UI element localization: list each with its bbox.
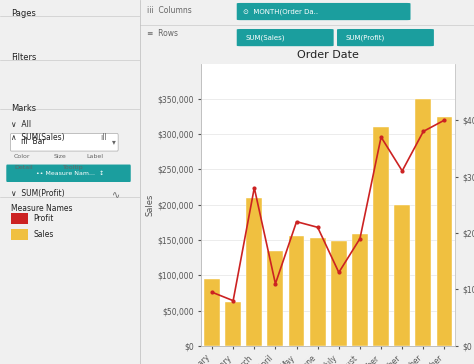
Text: Profit: Profit — [34, 214, 54, 223]
Text: ∨  All: ∨ All — [11, 120, 31, 129]
FancyBboxPatch shape — [6, 165, 131, 182]
Text: Size: Size — [53, 154, 66, 159]
Bar — [394, 205, 410, 346]
Text: iii  Columns: iii Columns — [146, 6, 191, 15]
Text: Detail: Detail — [14, 165, 33, 170]
Text: ∨  SUM(Profit): ∨ SUM(Profit) — [11, 189, 65, 198]
Text: Sales: Sales — [34, 230, 54, 239]
Bar — [204, 279, 220, 346]
FancyBboxPatch shape — [337, 29, 434, 46]
Text: Measure Names: Measure Names — [11, 204, 73, 213]
Text: ıll  Bar: ıll Bar — [21, 138, 46, 146]
Text: Color: Color — [14, 154, 30, 159]
Bar — [246, 198, 262, 346]
Bar — [289, 237, 304, 346]
Y-axis label: Sales: Sales — [146, 194, 155, 216]
Text: ▾: ▾ — [112, 138, 116, 146]
FancyBboxPatch shape — [10, 134, 118, 151]
Text: Marks: Marks — [11, 104, 36, 113]
Text: SUM(Sales): SUM(Sales) — [245, 34, 284, 41]
Text: ⊙  MONTH(Order Da..: ⊙ MONTH(Order Da.. — [244, 8, 319, 15]
Bar — [11, 213, 28, 224]
Text: ıll: ıll — [100, 133, 108, 142]
Text: ≡  Rows: ≡ Rows — [146, 28, 178, 37]
FancyBboxPatch shape — [237, 29, 334, 46]
Text: •• Measure Nam...  ↕: •• Measure Nam... ↕ — [36, 171, 104, 176]
Bar — [373, 127, 389, 346]
Text: Tooltip: Tooltip — [63, 165, 83, 170]
Bar — [310, 238, 326, 346]
Bar — [225, 302, 241, 346]
Text: Filters: Filters — [11, 53, 36, 62]
Bar — [415, 99, 431, 346]
Bar — [267, 250, 283, 346]
Text: SUM(Profit): SUM(Profit) — [346, 34, 384, 41]
Text: Pages: Pages — [11, 9, 36, 18]
FancyBboxPatch shape — [237, 3, 410, 20]
Text: ∧  SUM(Sales): ∧ SUM(Sales) — [11, 133, 65, 142]
Text: Label: Label — [87, 154, 104, 159]
Title: Order Date: Order Date — [297, 50, 359, 60]
Bar — [352, 234, 368, 346]
Bar — [331, 241, 347, 346]
Text: ∿: ∿ — [112, 190, 120, 200]
Bar — [437, 116, 452, 346]
Bar — [11, 229, 28, 240]
